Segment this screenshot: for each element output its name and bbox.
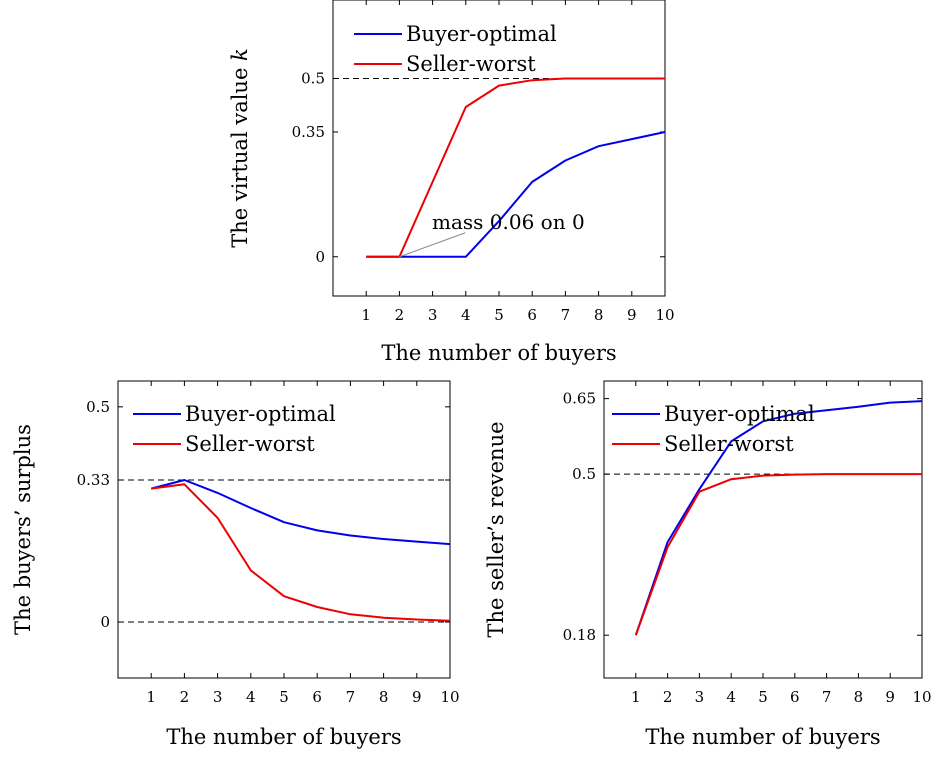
x-tick-label: 6 <box>527 306 537 324</box>
series-line-seller-worst <box>366 77 665 258</box>
series-line-seller-worst <box>634 473 922 636</box>
x-tick-label: 3 <box>213 688 223 706</box>
x-tick-label: 6 <box>790 688 800 706</box>
x-tick-label: 3 <box>695 688 705 706</box>
x-axis-label: The number of buyers <box>645 725 880 749</box>
series-line-seller-worst <box>151 483 451 622</box>
legend-label: Seller-worst <box>185 432 315 456</box>
legend-label: Seller-worst <box>406 52 536 76</box>
legend-label: Buyer-optimal <box>406 22 557 46</box>
x-tick-label: 10 <box>440 688 459 706</box>
y-tick-label: 0.5 <box>572 465 596 483</box>
x-tick-label: 5 <box>494 306 504 324</box>
legend-label: Seller-worst <box>664 432 794 456</box>
series-line-buyer-optimal <box>366 131 666 258</box>
x-axis-label: The number of buyers <box>166 725 401 749</box>
x-tick-label: 1 <box>631 688 641 706</box>
x-tick-label: 2 <box>663 688 673 706</box>
x-tick-label: 4 <box>461 306 471 324</box>
x-tick-label: 6 <box>312 688 322 706</box>
y-axis-label: The seller’s revenue <box>484 421 508 637</box>
y-tick-label: 0.5 <box>301 69 325 87</box>
series-line-buyer-optimal <box>634 400 923 636</box>
x-tick-label: 4 <box>246 688 256 706</box>
chart-1: 1 2 3 4 5 6 7 8 9 10 0 0.35 0.5 mass 0.06 on 0 Buyer-o… <box>228 0 675 365</box>
x-tick-label: 2 <box>180 688 190 706</box>
x-tick-label: 9 <box>627 306 637 324</box>
y-tick-label: 0.33 <box>77 471 110 489</box>
x-tick-label: 5 <box>758 688 768 706</box>
y-axis-label: The buyers’ surplus <box>11 424 35 635</box>
annotation-text: mass 0.06 on 0 <box>432 210 585 234</box>
x-tick-label: 8 <box>854 688 864 706</box>
x-tick-label: 8 <box>379 688 389 706</box>
x-tick-label: 7 <box>561 306 571 324</box>
x-tick-label: 5 <box>279 688 289 706</box>
y-tick-label: 0.5 <box>86 398 110 416</box>
y-tick-label: 0 <box>315 248 325 266</box>
series-line-buyer-optimal <box>150 479 451 546</box>
x-tick-label: 2 <box>395 306 405 324</box>
x-tick-label: 7 <box>346 688 356 706</box>
x-tick-label: 10 <box>912 688 931 706</box>
y-tick-label: 0.35 <box>292 123 325 141</box>
y-tick-label: 0 <box>100 613 110 631</box>
x-tick-label: 7 <box>822 688 832 706</box>
chart-3: 1 2 3 4 5 6 7 8 9 10 0.18 0.5 0.65 Buyer-optimal Selle… <box>484 380 932 749</box>
x-tick-label: 1 <box>361 306 371 324</box>
y-axis-label: The virtual value k <box>228 48 252 248</box>
y-tick-label: 0.18 <box>563 626 596 644</box>
x-tick-label: 9 <box>885 688 895 706</box>
x-tick-label: 8 <box>594 306 604 324</box>
x-tick-label: 9 <box>412 688 422 706</box>
x-tick-label: 1 <box>146 688 156 706</box>
x-tick-label: 10 <box>655 306 674 324</box>
y-tick-label: 0.65 <box>563 390 596 408</box>
annotation-pointer <box>399 232 466 258</box>
x-tick-label: 3 <box>428 306 438 324</box>
chart-2: 1 2 3 4 5 6 7 8 9 10 0 0.33 0.5 Buyer-optimal Seller-w… <box>11 380 460 749</box>
x-tick-label: 4 <box>726 688 736 706</box>
legend-label: Buyer-optimal <box>185 402 336 426</box>
x-axis-label: The number of buyers <box>381 341 616 365</box>
legend-label: Buyer-optimal <box>664 402 815 426</box>
